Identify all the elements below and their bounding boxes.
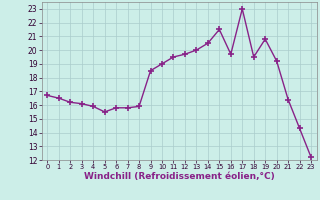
X-axis label: Windchill (Refroidissement éolien,°C): Windchill (Refroidissement éolien,°C) <box>84 172 275 181</box>
